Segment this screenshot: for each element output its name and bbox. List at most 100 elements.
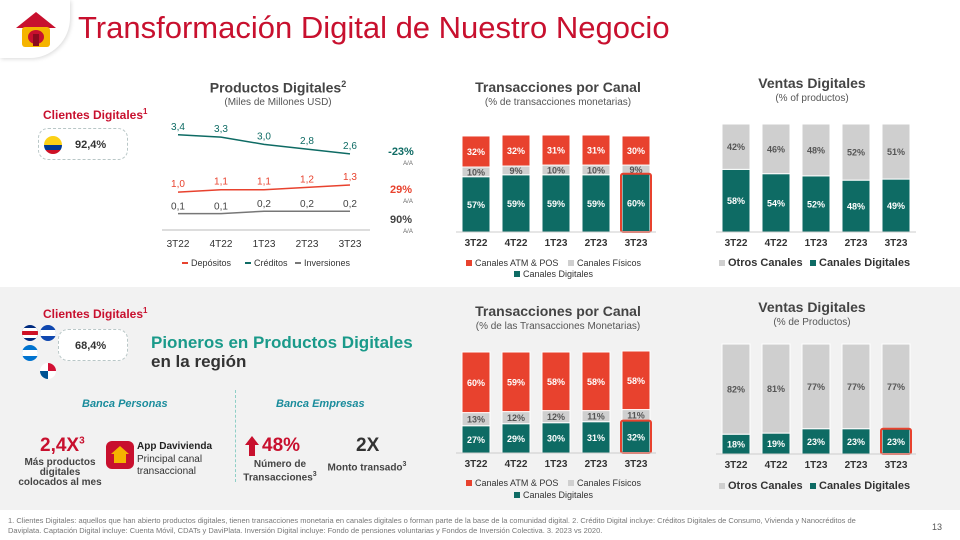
app-davivienda-icon (106, 441, 134, 469)
bar-segment (881, 123, 911, 180)
app-description: Principal canal transaccional (137, 454, 203, 477)
house-logo-icon (16, 12, 56, 47)
growth-value-1: -23% (388, 146, 414, 158)
chart-transacciones-top: 57% 10% 32% 3T22 59% 9% 32% 4T22 59% 10% 31% 1T23 59… (456, 134, 656, 279)
data-label: 2,8 (300, 136, 314, 147)
bar-value-label: 60% (627, 198, 645, 208)
chart-ventas-bottom: 18% 82% 3T22 19% 81% 4T22 23% 77% 1T23 23% 77% 2T23… (716, 343, 916, 492)
chart-ventas-top-title: Ventas Digitales (758, 75, 866, 91)
chart-ventas-bottom-title: Ventas Digitales (758, 299, 866, 315)
bar-value-label: 27% (467, 435, 485, 445)
bar-value-label: 77% (887, 382, 905, 392)
chart-productos-title: Productos Digitales2 (209, 79, 347, 96)
bar-value-label: 51% (887, 147, 905, 157)
x-tick-label: 3T22 (167, 239, 190, 250)
kpi-transactions-label: Número de Transacciones3 (243, 459, 317, 484)
bar-value-label: 60% (467, 378, 485, 388)
legend-label: Inversiones (304, 258, 351, 268)
bar-value-label: 59% (507, 377, 525, 387)
bar-value-label: 59% (547, 199, 565, 209)
bar-value-label: 81% (767, 384, 785, 394)
bar-value-label: 12% (547, 412, 565, 422)
el-salvador-flag-icon (40, 325, 56, 341)
bar-value-label: 58% (627, 376, 645, 386)
bar-segment (761, 343, 791, 434)
legend-swatch (719, 483, 725, 489)
bar-segment (801, 123, 831, 177)
data-label: 0,2 (257, 199, 271, 210)
bar-segment (761, 123, 791, 175)
bar-segment (841, 428, 871, 455)
legend-label: Canales ATM & POS (475, 258, 558, 268)
top-clients-label: Clientes Digitales1 (43, 107, 148, 122)
bar-value-label: 10% (587, 165, 605, 175)
top-clients-value: 92,4% (75, 139, 107, 151)
page-title: Transformación Digital de Nuestro Negoci… (78, 10, 670, 45)
growth-note: A/A (403, 229, 413, 235)
bar-value-label: 23% (887, 437, 905, 447)
growth-note: A/A (403, 199, 413, 205)
bar-segment (721, 123, 751, 170)
x-tick-label: 3T22 (465, 459, 488, 470)
bar-segment (841, 179, 871, 233)
legend-label: Depósitos (191, 258, 232, 268)
legend-swatch (466, 480, 472, 486)
costa-rica-flag-icon (22, 325, 38, 341)
kpi-products-label: Más productos digitales colocados al mes (18, 457, 102, 488)
legend-swatch (810, 483, 816, 489)
x-tick-label: 2T23 (296, 239, 319, 250)
arrow-up-icon (245, 436, 259, 456)
data-label: 1,1 (257, 177, 271, 188)
x-tick-label: 3T22 (465, 238, 488, 249)
bar-value-label: 11% (627, 411, 645, 421)
series-line-0 (177, 184, 351, 193)
panama-flag-icon (40, 363, 56, 379)
bar-segment (621, 135, 651, 166)
bar-segment (801, 175, 831, 233)
bar-value-label: 31% (587, 433, 605, 443)
chart-ventas-top: 58% 42% 3T22 54% 46% 4T22 52% 48% 1T23 48% 52% 2T23… (716, 123, 916, 269)
data-label: 1,2 (300, 174, 314, 185)
bar-value-label: 49% (887, 201, 905, 211)
data-label: 2,6 (343, 141, 357, 152)
x-tick-label: 1T23 (545, 238, 568, 249)
legend-label: Canales Físicos (577, 258, 642, 268)
bottom-clients-pill: 68,4% (58, 329, 128, 361)
bar-value-label: 13% (467, 415, 485, 425)
data-label: 1,0 (171, 179, 185, 190)
kpi-transactions-value: 48% (262, 435, 301, 456)
bar-value-label: 19% (767, 439, 785, 449)
bar-segment (721, 343, 751, 435)
data-label: 0,1 (214, 202, 228, 213)
bar-segment (541, 134, 571, 166)
bar-segment (881, 343, 911, 430)
kpi-amount-value: 2X (356, 435, 380, 456)
bottom-clients-label: Clientes Digitales1 (43, 306, 148, 321)
legend-label: Canales Digitales (819, 480, 910, 492)
legend-label: Canales Digitales (819, 257, 910, 269)
bar-segment (841, 123, 871, 181)
chart-trans-bottom-title: Transacciones por Canal (475, 303, 641, 319)
data-label: 1,3 (343, 172, 357, 183)
data-label: 0,2 (343, 199, 357, 210)
x-tick-label: 4T22 (505, 238, 528, 249)
chart-productos-subtitle: (Miles de Millones USD) (224, 97, 332, 108)
headline-pioneers: Pioneros en Productos Digitales (151, 333, 413, 352)
bottom-clients-value: 68,4% (75, 340, 107, 352)
bar-value-label: 32% (507, 146, 525, 156)
x-tick-label: 3T23 (625, 459, 648, 470)
legend-label: Otros Canales (728, 480, 803, 492)
legend-label: Canales Digitales (523, 269, 594, 279)
kpi-products-value: 2,4X3 (40, 435, 85, 456)
legend-swatch (466, 260, 472, 266)
bar-value-label: 48% (807, 145, 825, 155)
chart-productos-digitales: 1,0 1,1 1,1 1,2 1,3 29% A/A 3,4 3,3 3,0 2,8 2,6 -23%… (162, 122, 414, 268)
data-label: 3,0 (257, 131, 271, 142)
page-number: 13 (932, 522, 943, 532)
bar-value-label: 58% (547, 377, 565, 387)
bar-segment (621, 420, 651, 454)
x-tick-label: 3T22 (725, 460, 748, 471)
legend-label: Otros Canales (728, 257, 803, 269)
honduras-flag-icon (22, 345, 38, 361)
bar-value-label: 82% (727, 385, 745, 395)
